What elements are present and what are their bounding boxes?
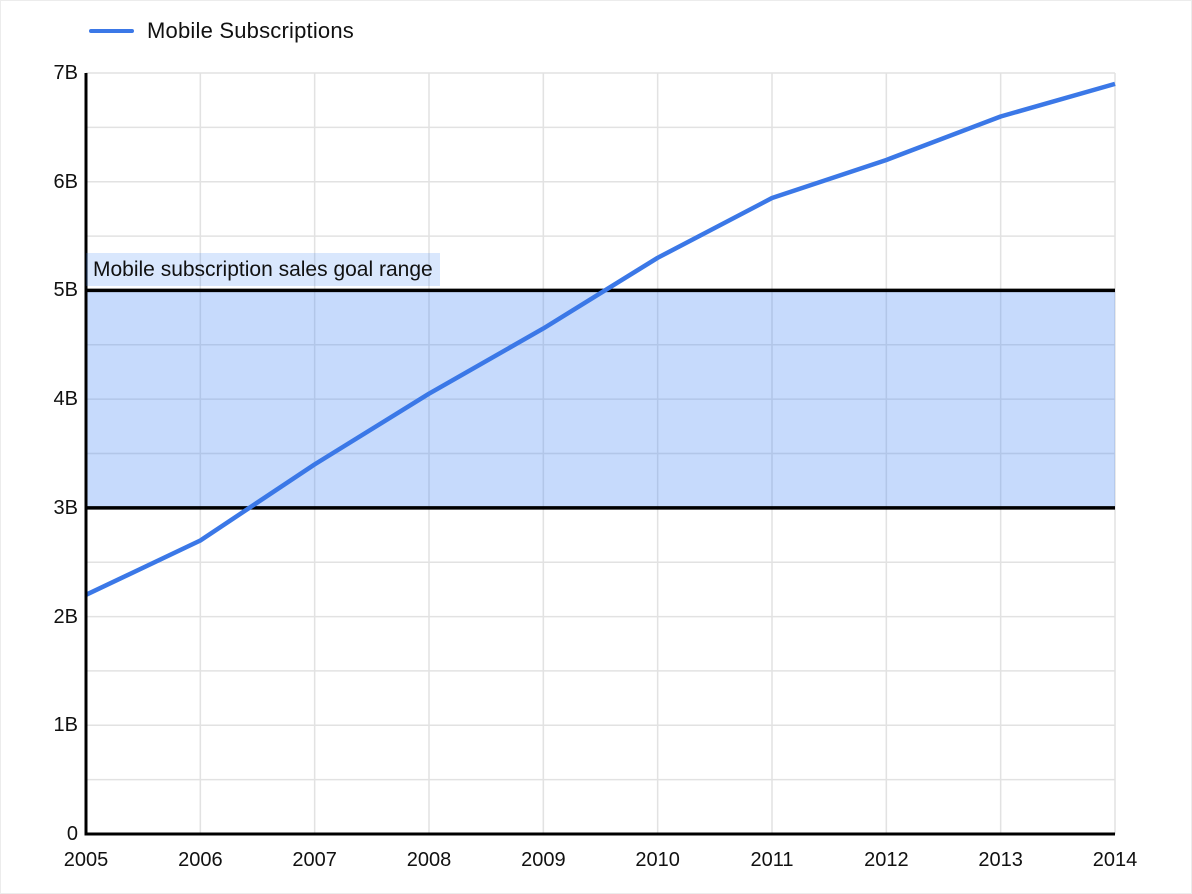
x-tick-label: 2012: [864, 849, 909, 871]
x-tick-label: 2007: [292, 849, 337, 871]
y-tick-label: 6B: [53, 170, 78, 193]
y-tick-label: 5B: [53, 279, 78, 302]
legend: Mobile Subscriptions: [89, 16, 354, 46]
legend-label: Mobile Subscriptions: [147, 18, 354, 43]
x-tick-label: 2005: [63, 849, 109, 871]
x-tick-label: 2014: [1092, 849, 1138, 871]
x-tick-label: 2013: [978, 849, 1023, 871]
y-tick-label: 0: [66, 823, 78, 845]
x-tick-label: 2006: [178, 849, 223, 871]
x-tick-label: 2011: [750, 849, 794, 871]
legend-line-swatch: [89, 29, 134, 33]
x-tick-label: 2009: [521, 849, 566, 871]
x-tick-label: 2010: [635, 849, 680, 871]
y-tick-label: 1B: [53, 714, 78, 737]
y-tick-label: 4B: [53, 388, 78, 411]
goal-range-label: Mobile subscription sales goal range: [86, 253, 440, 286]
series-line-mobile-subscriptions: [85, 81, 1116, 597]
x-tick-label: 2008: [406, 849, 452, 871]
y-tick-label: 7B: [53, 62, 78, 84]
goal-range-band: [86, 290, 1115, 508]
y-tick-label: 2B: [53, 605, 78, 628]
y-tick-label: 3B: [53, 496, 78, 519]
